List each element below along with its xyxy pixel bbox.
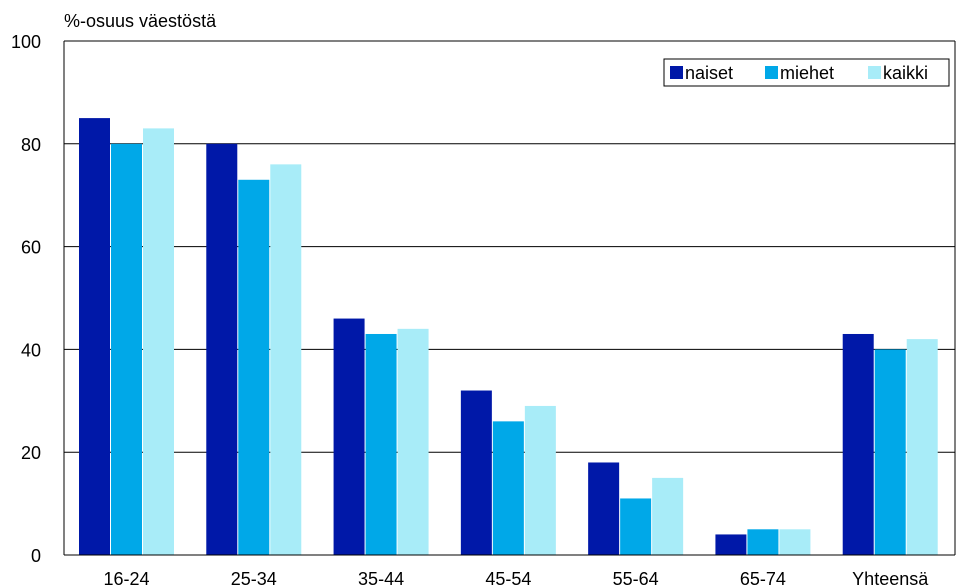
y-axis-title: %-osuus väestöstä [64, 11, 217, 31]
bar-miehet-45-54 [492, 421, 524, 555]
bar-naiset-Yhteensä [842, 333, 874, 555]
bar-kaikki-45-54 [524, 405, 556, 555]
x-tick-label: 65-74 [740, 569, 786, 588]
y-tick-label: 0 [31, 546, 41, 566]
x-tick-label: 35-44 [358, 569, 404, 588]
y-tick-label: 80 [21, 135, 41, 155]
bar-kaikki-Yhteensä [906, 339, 938, 555]
tick-labels: 0 20 40 60 80 100 16-24 25-34 35-44 45-54 55-64 65-… [11, 32, 929, 588]
bar-miehet-65-74 [747, 529, 779, 555]
bar-naiset-16-24 [79, 118, 110, 555]
legend-swatch-kaikki [868, 66, 881, 79]
bar-miehet-16-24 [111, 143, 142, 556]
bar-naiset-55-64 [588, 462, 620, 555]
bar-miehet-35-44 [365, 333, 397, 555]
bar-naiset-45-54 [460, 390, 492, 555]
legend-label-naiset: naiset [685, 63, 733, 83]
bar-miehet-55-64 [620, 498, 652, 555]
y-tick-label: 40 [21, 340, 41, 360]
x-tick-label: 45-54 [485, 569, 531, 588]
bar-miehet-Yhteensä [874, 349, 906, 555]
legend-label-kaikki: kaikki [883, 63, 928, 83]
bar-kaikki-65-74 [779, 529, 811, 555]
bar-naiset-35-44 [333, 318, 365, 555]
bar-kaikki-35-44 [397, 328, 429, 555]
x-tick-label: 25-34 [231, 569, 277, 588]
plot-frame [63, 40, 956, 556]
bar-kaikki-25-34 [270, 164, 302, 556]
legend: naiset miehet kaikki [663, 58, 950, 87]
bars [79, 118, 938, 556]
bar-naiset-65-74 [715, 534, 747, 555]
bar-naiset-25-34 [206, 143, 238, 556]
y-tick-label: 20 [21, 443, 41, 463]
x-tick-label: Yhteensä [852, 569, 929, 588]
legend-swatch-naiset [670, 66, 683, 79]
legend-box [663, 58, 950, 87]
x-tick-label: 16-24 [103, 569, 149, 588]
bar-kaikki-55-64 [652, 477, 684, 555]
y-tick-label: 100 [11, 32, 41, 52]
x-tick-label: 55-64 [613, 569, 659, 588]
bar-kaikki-16-24 [143, 128, 174, 555]
y-tick-label: 60 [21, 238, 41, 258]
legend-label-miehet: miehet [780, 63, 834, 83]
legend-swatch-miehet [765, 66, 778, 79]
bar-miehet-25-34 [238, 179, 270, 555]
